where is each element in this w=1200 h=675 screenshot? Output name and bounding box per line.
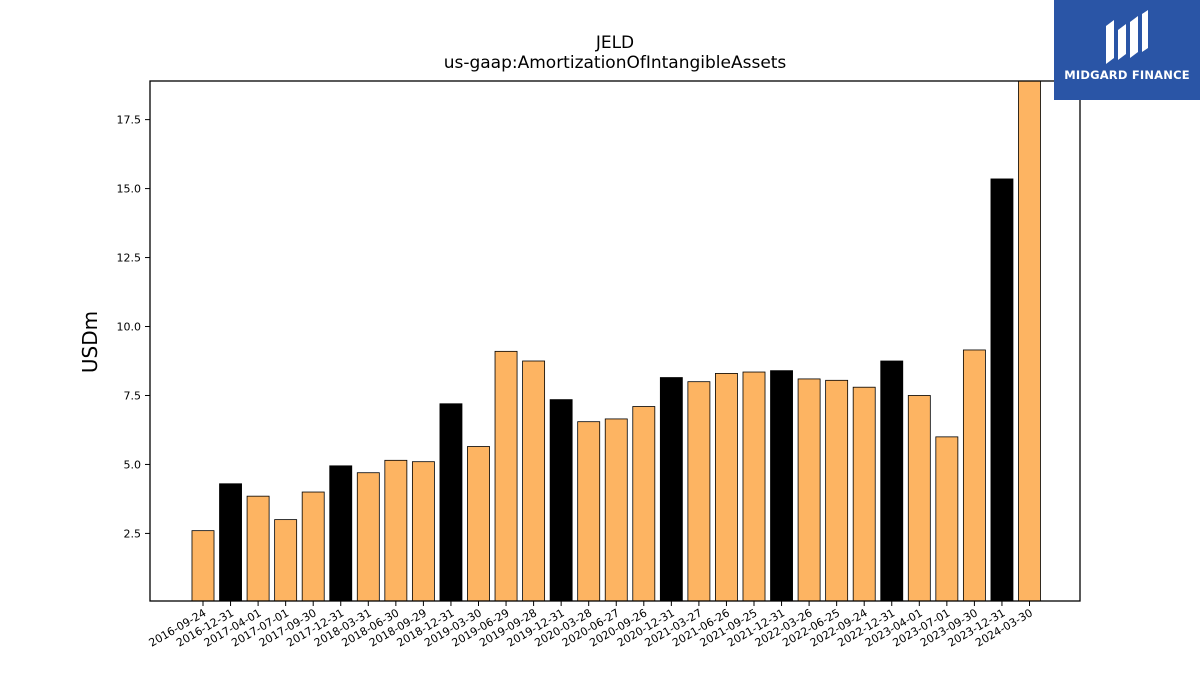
bar-2017-12-31 bbox=[329, 465, 353, 602]
y-tick-label: 12.5 bbox=[117, 252, 142, 265]
logo-text: MIDGARD FINANCE bbox=[1064, 68, 1190, 82]
bar-2022-06-25 bbox=[825, 379, 849, 602]
bar-2020-03-28 bbox=[577, 421, 601, 602]
bar-2022-09-24 bbox=[852, 386, 876, 602]
bar-2016-12-31 bbox=[219, 483, 242, 602]
logo-mark-icon bbox=[1106, 10, 1148, 64]
plot-frame bbox=[149, 80, 1081, 602]
bar-2022-12-31 bbox=[880, 360, 904, 602]
bar-2023-04-01 bbox=[907, 395, 931, 602]
bar-2018-09-29 bbox=[411, 461, 435, 602]
bar-2019-06-29 bbox=[494, 350, 518, 602]
bar-2017-07-01 bbox=[274, 519, 298, 602]
bar-2020-12-31 bbox=[659, 377, 683, 602]
bar-2019-09-28 bbox=[522, 360, 546, 602]
bar-2018-03-31 bbox=[356, 472, 380, 602]
y-axis-label: USDm bbox=[78, 311, 102, 373]
chart-subtitle: us-gaap:AmortizationOfIntangibleAssets bbox=[444, 53, 787, 73]
bar-2021-09-25 bbox=[742, 371, 766, 602]
x-axis-ticks: 2016-09-242016-12-312017-04-012017-07-01… bbox=[147, 601, 1035, 650]
bar-2016-09-24 bbox=[191, 530, 215, 602]
bar-2020-09-26 bbox=[632, 406, 656, 602]
bar-2024-03-30 bbox=[1018, 80, 1041, 602]
bar-2021-06-26 bbox=[715, 373, 738, 602]
bars-group bbox=[191, 80, 1041, 602]
bar-2020-06-27 bbox=[604, 418, 628, 602]
y-tick-label: 7.5 bbox=[124, 389, 142, 402]
bar-2019-12-31 bbox=[549, 399, 573, 602]
chart-title: JELD bbox=[595, 33, 634, 53]
y-axis-ticks: 2.5 5.0 7.5 10.0 12.5 15.0 17.5 bbox=[117, 114, 150, 540]
y-tick-label: 15.0 bbox=[117, 183, 142, 196]
bar-2018-12-31 bbox=[439, 403, 463, 602]
bar-2021-03-27 bbox=[687, 381, 711, 602]
y-tick-label: 5.0 bbox=[124, 458, 142, 471]
bar-2017-04-01 bbox=[246, 495, 270, 602]
bar-2017-09-30 bbox=[301, 491, 325, 602]
bar-2023-12-31 bbox=[990, 178, 1014, 602]
y-tick-label: 17.5 bbox=[117, 114, 142, 127]
midgard-finance-logo: MIDGARD FINANCE bbox=[1054, 0, 1200, 100]
bar-2021-12-31 bbox=[770, 370, 793, 602]
y-tick-label: 2.5 bbox=[124, 527, 142, 540]
bar-2019-03-30 bbox=[467, 446, 490, 602]
bar-2023-07-01 bbox=[935, 436, 959, 602]
y-tick-label: 10.0 bbox=[117, 321, 142, 334]
bar-2023-09-30 bbox=[962, 349, 986, 602]
bar-2022-03-26 bbox=[797, 378, 821, 602]
bar-2018-06-30 bbox=[384, 459, 408, 602]
